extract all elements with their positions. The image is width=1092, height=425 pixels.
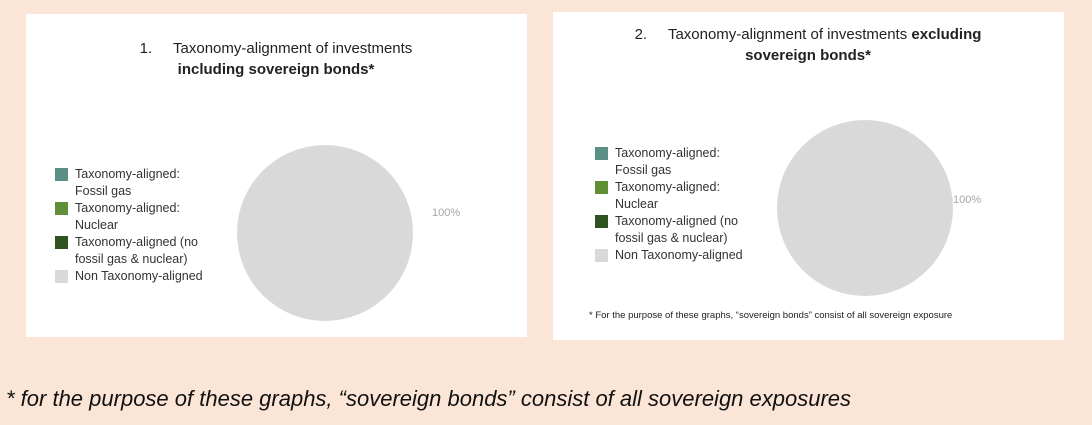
legend-swatch xyxy=(55,202,68,215)
title-emphasis: excluding sovereign bonds* xyxy=(745,26,982,64)
chart-title: 1. Taxonomy-alignment of investments inc… xyxy=(106,38,446,80)
legend-swatch xyxy=(595,215,608,228)
legend-item: Taxonomy-aligned: Nuclear xyxy=(595,179,745,212)
footnote: * For the purpose of these graphs, “sove… xyxy=(589,310,953,321)
pie-slice xyxy=(237,145,413,321)
value-label: 100% xyxy=(953,194,981,206)
title-number: 2. xyxy=(634,26,648,43)
title-text: Taxonomy-alignment of investments xyxy=(667,26,908,43)
title-emphasis: including sovereign bonds* xyxy=(177,61,375,78)
legend-label: Non Taxonomy-aligned xyxy=(75,269,203,283)
legend-item: Taxonomy-aligned: Nuclear xyxy=(55,200,205,233)
legend-swatch xyxy=(595,147,608,160)
legend-swatch xyxy=(55,236,68,249)
legend: Taxonomy-aligned: Fossil gas Taxonomy-ali… xyxy=(55,166,205,286)
value-label: 100% xyxy=(432,207,460,219)
legend: Taxonomy-aligned: Fossil gas Taxonomy-ali… xyxy=(595,145,745,265)
legend-swatch xyxy=(595,249,608,262)
legend-label: Taxonomy-aligned (no fossil gas & nuclea… xyxy=(615,214,738,245)
legend-label: Taxonomy-aligned (no fossil gas & nuclea… xyxy=(75,235,198,266)
legend-label: Taxonomy-aligned: Fossil gas xyxy=(75,167,180,198)
legend-item: Non Taxonomy-aligned xyxy=(55,268,205,285)
legend-swatch xyxy=(55,270,68,283)
legend-swatch xyxy=(595,181,608,194)
chart-title: 2. Taxonomy-alignment of investments exc… xyxy=(623,24,993,66)
legend-label: Taxonomy-aligned: Fossil gas xyxy=(615,146,720,177)
legend-label: Taxonomy-aligned: Nuclear xyxy=(75,201,180,232)
legend-label: Non Taxonomy-aligned xyxy=(615,248,743,262)
legend-swatch xyxy=(55,168,68,181)
chart-panel: 100% 2. Taxonomy-alignment of investments… xyxy=(553,12,1064,340)
legend-item: Non Taxonomy-aligned xyxy=(595,247,745,264)
pie-chart: 100% xyxy=(777,120,981,296)
pie-slice xyxy=(777,120,953,296)
pie-chart: 100% xyxy=(237,145,460,321)
legend-item: Taxonomy-aligned (no fossil gas & nuclea… xyxy=(595,213,745,246)
legend-label: Taxonomy-aligned: Nuclear xyxy=(615,180,720,211)
legend-item: Taxonomy-aligned: Fossil gas xyxy=(55,166,205,199)
note: * for the purpose of these graphs, “sove… xyxy=(6,386,852,411)
title-number: 1. xyxy=(139,40,153,57)
chart-panel: 100% 1. Taxonomy-alignment of investments… xyxy=(26,14,527,337)
legend-item: Taxonomy-aligned: Fossil gas xyxy=(595,145,745,178)
title-text: Taxonomy-alignment of investments xyxy=(173,40,413,57)
legend-item: Taxonomy-aligned (no fossil gas & nuclea… xyxy=(55,234,205,267)
